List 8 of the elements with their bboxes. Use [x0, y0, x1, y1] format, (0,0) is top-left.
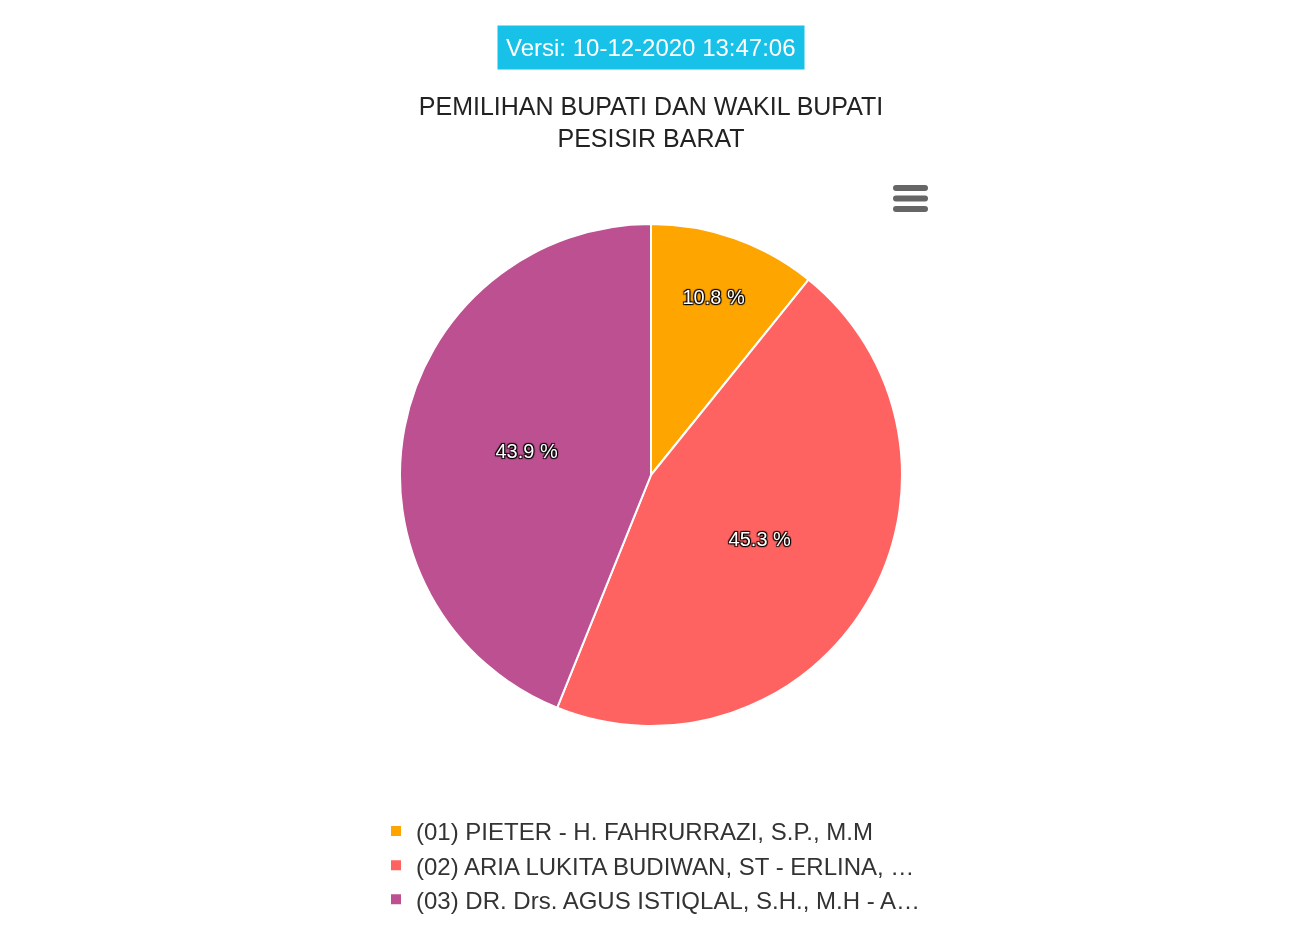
- legend-label: (01) PIETER - H. FAHRURRAZI, S.P., M.M: [416, 818, 873, 846]
- data-label: 45.3 %: [728, 527, 792, 550]
- chart-title: PEMILIHAN BUPATI DAN WAKIL BUPATI PESISIR BARAT: [418, 91, 884, 153]
- text: Versi: 10-12-2020 13:47:06: [506, 34, 796, 61]
- legend-label: (02) ARIA LUKITA BUDIWAN, ST - ERLINA, …: [416, 852, 915, 880]
- data-label: 10.8 %: [682, 286, 745, 309]
- data-label: 43.9 %: [495, 439, 558, 462]
- legend-label: (03) DR. Drs. AGUS ISTIQLAL, S.H., M.H - A…: [416, 886, 921, 914]
